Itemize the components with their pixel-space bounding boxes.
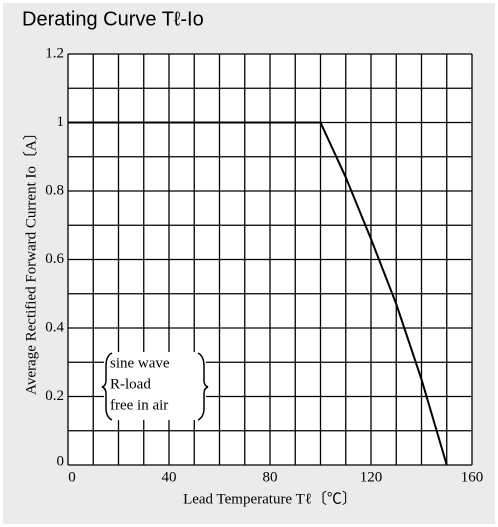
y-tick-label: 0.6 (45, 251, 64, 267)
x-tick-label: 120 (360, 469, 383, 485)
chart-title: Derating Curve Tℓ-Io (22, 8, 204, 30)
y-tick-label: 0.4 (45, 319, 64, 335)
x-tick-label: 160 (461, 469, 484, 485)
bracket (197, 352, 209, 421)
x-tick-label: 80 (263, 469, 278, 485)
y-tick-label: 0.2 (45, 388, 64, 404)
y-tick-label: 1 (57, 114, 65, 130)
annotation: free in air (110, 397, 168, 413)
x-tick-label: 0 (68, 469, 76, 485)
y-axis-label: Average Rectified Forward Current Io〔A〕 (22, 125, 39, 395)
y-tick-label: 0.8 (45, 182, 64, 198)
line (68, 121, 448, 466)
y-tick-label: 1.2 (45, 45, 64, 61)
bracket (101, 352, 113, 421)
y-tick-label: 0 (57, 453, 65, 469)
annotation: sine wave (110, 355, 170, 371)
annotation-box (104, 352, 206, 420)
x-axis-label: Lead Temperature Tℓ〔℃〕 (183, 490, 357, 507)
x-tick-label: 40 (162, 469, 177, 485)
annotation: R-load (110, 376, 151, 392)
